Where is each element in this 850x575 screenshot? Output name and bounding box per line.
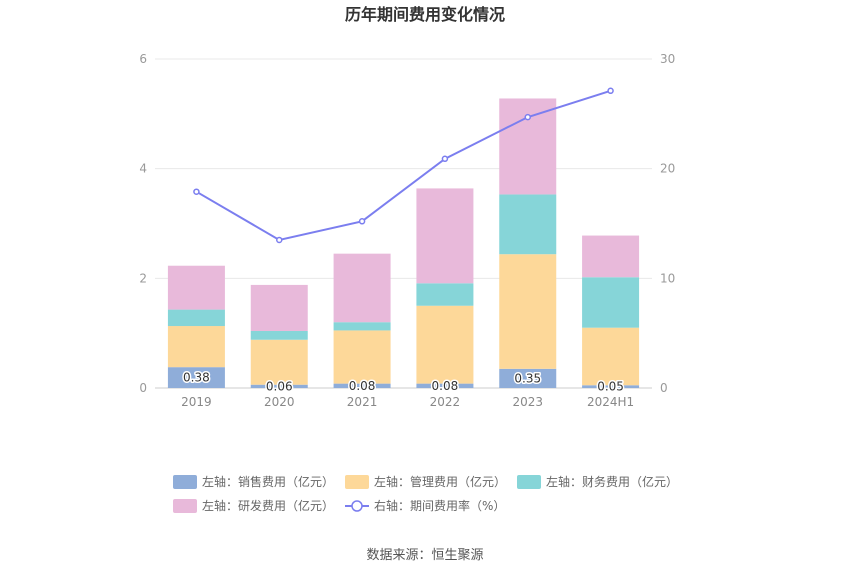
data-label: 0.08 (349, 379, 376, 393)
bar-sales[interactable] (167, 367, 225, 388)
x-tick-label: 2023 (512, 395, 543, 409)
bar-admin[interactable] (250, 339, 308, 385)
legend: 左轴：销售费用（亿元） 左轴：管理费用（亿元） 左轴：财务费用（亿元） 左轴：研… (173, 474, 678, 513)
legend-item-admin[interactable]: 左轴：管理费用（亿元） (345, 474, 506, 489)
rate-point[interactable] (193, 188, 200, 195)
legend-label-sales: 左轴：销售费用（亿元） (202, 474, 334, 489)
bar-sales[interactable] (416, 383, 474, 388)
bar-admin[interactable] (333, 330, 391, 384)
legend-swatch-sales (173, 475, 197, 489)
right-tick-label: 20 (660, 162, 675, 176)
left-axis-ticks: 0 2 4 6 (139, 52, 147, 395)
left-tick-label: 2 (139, 271, 147, 285)
legend-item-sales[interactable]: 左轴：销售费用（亿元） (173, 474, 334, 489)
legend-swatch-finance (517, 475, 541, 489)
bar-finance[interactable] (333, 322, 391, 331)
rate-point[interactable] (441, 155, 449, 163)
left-tick-label: 0 (139, 381, 147, 395)
bar-rnd[interactable] (250, 284, 308, 331)
x-tick-label: 2024H1 (587, 395, 634, 409)
legend-label-admin: 左轴：管理费用（亿元） (374, 474, 506, 489)
left-tick-label: 6 (139, 52, 147, 66)
bar-finance[interactable] (416, 283, 474, 306)
bar-admin[interactable] (167, 326, 225, 368)
legend-swatch-admin (345, 475, 369, 489)
rate-line (193, 87, 614, 244)
legend-swatch-rnd (173, 499, 197, 513)
bars (167, 98, 640, 388)
bar-rnd[interactable] (582, 235, 640, 278)
rate-point[interactable] (276, 236, 283, 244)
x-tick-label: 2020 (264, 395, 295, 409)
bar-admin[interactable] (499, 254, 557, 369)
rate-point[interactable] (524, 113, 531, 121)
data-label: 0.38 (183, 371, 210, 385)
bar-rnd[interactable] (499, 98, 557, 195)
x-tick-label: 2022 (430, 395, 461, 409)
x-tick-label: 2019 (181, 395, 212, 409)
data-labels: 0.38 0.06 0.08 0.08 0.35 0.05 (182, 369, 626, 395)
bar-finance[interactable] (582, 277, 640, 328)
legend-label-rnd: 左轴：研发费用（亿元） (202, 498, 334, 513)
bar-finance[interactable] (499, 194, 557, 255)
legend-marker-rate (351, 500, 363, 512)
legend-item-rnd[interactable]: 左轴：研发费用（亿元） (173, 498, 334, 513)
bar-admin[interactable] (582, 327, 640, 386)
bar-finance[interactable] (250, 330, 308, 340)
bar-sales[interactable] (250, 384, 308, 388)
right-tick-label: 0 (660, 381, 668, 395)
bar-admin[interactable] (416, 305, 474, 384)
chart-title: 历年期间费用变化情况 (345, 5, 505, 24)
data-label: 0.35 (514, 371, 541, 385)
right-tick-label: 30 (660, 52, 675, 66)
data-label: 0.06 (266, 379, 293, 393)
legend-label-finance: 左轴：财务费用（亿元） (546, 474, 678, 489)
left-tick-label: 4 (139, 162, 147, 176)
rate-point[interactable] (358, 218, 366, 225)
x-tick-label: 2021 (347, 395, 378, 409)
bar-rnd[interactable] (167, 265, 225, 310)
bar-rnd[interactable] (333, 253, 391, 323)
legend-label-rate: 右轴：期间费用率（%） (374, 498, 505, 513)
bar-sales[interactable] (499, 368, 557, 388)
bar-sales[interactable] (333, 383, 391, 388)
legend-item-rate[interactable]: 右轴：期间费用率（%） (345, 498, 505, 513)
data-label: 0.08 (432, 379, 459, 393)
data-label: 0.05 (597, 380, 624, 394)
grid (155, 58, 652, 389)
bar-sales[interactable] (582, 385, 640, 388)
source-note: 数据来源：恒生聚源 (366, 548, 483, 563)
rate-point[interactable] (607, 87, 614, 95)
x-axis-ticks: 2019 2020 2021 2022 2023 2024H1 (181, 395, 634, 409)
bar-finance[interactable] (167, 309, 225, 327)
bar-rnd[interactable] (416, 188, 474, 284)
right-axis-ticks: 0 10 20 30 (660, 52, 675, 395)
right-tick-label: 10 (660, 271, 675, 285)
rate-line-path (195, 89, 611, 242)
legend-item-finance[interactable]: 左轴：财务费用（亿元） (517, 474, 678, 489)
